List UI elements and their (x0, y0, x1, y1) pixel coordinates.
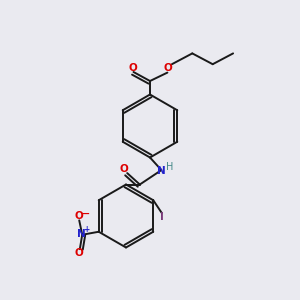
Text: O: O (75, 248, 84, 258)
Text: −: − (81, 209, 91, 219)
Text: I: I (160, 212, 164, 222)
Text: O: O (119, 164, 128, 174)
Text: N: N (157, 166, 166, 176)
Text: N: N (77, 229, 86, 239)
Text: O: O (128, 63, 137, 74)
Text: +: + (83, 226, 89, 235)
Text: H: H (166, 162, 173, 172)
Text: O: O (74, 211, 83, 221)
Text: O: O (163, 63, 172, 74)
